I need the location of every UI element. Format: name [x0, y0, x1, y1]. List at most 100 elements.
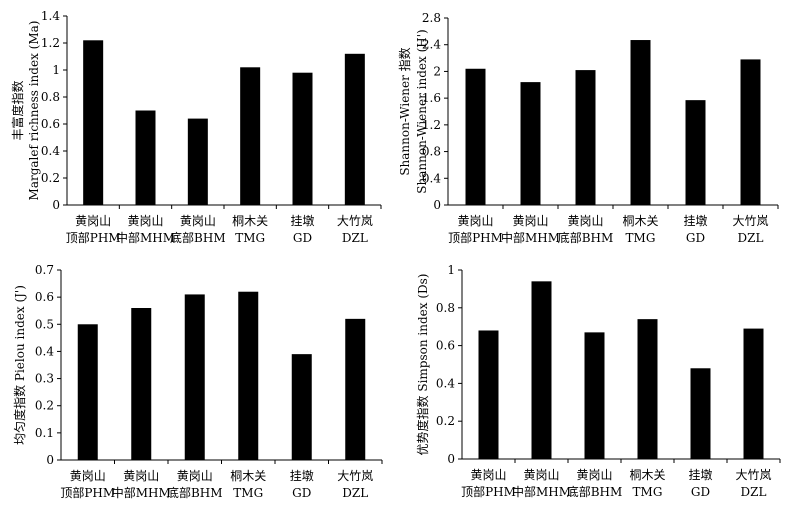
panel-3-ytick-label: 0.1	[35, 426, 54, 440]
panel-2-ylabel-line-1: Shannon-Wiener 指数	[397, 47, 412, 175]
panel-3-category-label: 黄岗山	[123, 469, 159, 483]
panel-1-category-label: 黄岗山	[127, 214, 163, 228]
panel-3-bar	[184, 294, 205, 460]
panel-1-category-label: GD	[293, 231, 312, 245]
panel-4-ytick-label: 0.8	[436, 301, 455, 315]
panel-2-category-label: 黄岗山	[512, 214, 548, 228]
panel-4-category-label: 中部MHM	[512, 484, 571, 499]
panel-4-category-label: 黄岗山	[576, 468, 612, 482]
panel-3-ylabel-line-1: 均匀度指数 Pielou index (J')	[12, 285, 27, 445]
panel-4-bar	[690, 368, 711, 459]
panel-1-bar	[292, 72, 313, 205]
panel-1-ytick-label: 0.4	[41, 144, 60, 158]
panel-1-ytick-label: 0.2	[41, 171, 60, 185]
panel-3-category-label: 桐木关	[230, 469, 266, 483]
panel-2-category-label: GD	[686, 231, 705, 245]
panel-2-ytick-label: 0	[433, 198, 441, 212]
panel-4-category-label: 桐木关	[629, 468, 665, 482]
panel-1-category-label: 黄岗山	[75, 214, 111, 228]
panel-1-bar	[135, 110, 156, 205]
panel-1-category-label: 挂墩	[290, 214, 314, 228]
panel-2-ylabel-line-2: Shannon-Wiener index (H')	[415, 29, 429, 193]
panel-1-ytick-label: 1	[52, 63, 60, 77]
panel-1-bar	[240, 67, 261, 205]
panel-3-ytick-label: 0.7	[35, 263, 54, 277]
panel-1-bar	[187, 118, 208, 205]
panel-2-bar	[575, 70, 596, 205]
panel-2-bar	[685, 100, 706, 205]
panel-3-ytick-label: 0.6	[35, 290, 54, 304]
panel-1-ytick-label: 1.2	[41, 36, 60, 50]
panel-2-category-label: 桐木关	[622, 214, 658, 228]
panel-3-bar	[345, 318, 366, 460]
panel-4-category-label: GD	[691, 485, 710, 499]
panel-1-bar	[83, 40, 104, 205]
panel-2-ytick-label: 2	[433, 64, 441, 78]
panel-2-ytick-label: 1.6	[422, 91, 441, 105]
panel-3-ytick-label: 0.2	[35, 399, 54, 413]
panel-4-category-label: TMG	[633, 485, 663, 499]
panel-4-category-label: 挂墩	[688, 468, 712, 482]
panel-2-category-label: 底部BHM	[558, 230, 614, 245]
panel-4-ylabel-line-1: 优势度指数 Simpson index (Ds)	[415, 274, 430, 456]
panel-2-category-label: 黄岗山	[457, 214, 493, 228]
panel-4-ytick-label: 0	[447, 452, 455, 466]
panel-4-ytick-label: 0.6	[436, 339, 455, 353]
panel-3-category-label: 底部BHM	[167, 485, 223, 500]
panel-3-bar	[77, 324, 98, 460]
panel-3-category-label: 大竹岚	[337, 469, 373, 483]
panel-1-category-label: 桐木关	[232, 214, 268, 228]
panel-2-bar	[740, 59, 761, 206]
panel-1-category-label: 底部BHM	[170, 230, 226, 245]
panel-3-category-label: 中部MHM	[112, 485, 171, 500]
panel-3-category-label: 挂墩	[290, 469, 314, 483]
panel-2-category-label: DZL	[738, 231, 764, 245]
panel-4-bar	[584, 332, 605, 459]
panel-1-ytick-label: 1.4	[41, 9, 60, 23]
panel-4-bar	[478, 330, 499, 459]
panel-2-category-label: 顶部PHM	[448, 230, 503, 245]
panel-4-category-label: 黄岗山	[523, 468, 559, 482]
panel-4-category-label: 底部BHM	[567, 484, 623, 499]
panel-2-ytick-label: 1.2	[422, 118, 441, 132]
panel-1-category-label: DZL	[342, 231, 368, 245]
panel-1-category-label: 中部MHM	[116, 230, 175, 245]
panel-3-ytick-label: 0.5	[35, 317, 54, 331]
panel-4-ytick-label: 1	[447, 263, 455, 277]
panel-4-ytick-label: 0.2	[436, 414, 455, 428]
panel-1-category-label: 黄岗山	[180, 214, 216, 228]
panel-3-ytick-label: 0.4	[35, 344, 54, 358]
panel-1-ylabel-line-1: 丰富度指数	[10, 80, 25, 140]
panel-1-category-label: 顶部PHM	[66, 230, 121, 245]
panel-2-ytick-label: 0.8	[422, 145, 441, 159]
panel-3-ytick-label: 0	[46, 453, 54, 467]
panel-1-ytick-label: 0.8	[41, 90, 60, 104]
panel-2-category-label: 中部MHM	[501, 230, 560, 245]
panel-2-ytick-label: 0.4	[422, 171, 441, 185]
panel-4-category-label: DZL	[741, 485, 767, 499]
panel-2-bar	[630, 40, 651, 205]
panel-3-bar	[291, 354, 312, 460]
panel-2-category-label: 大竹岚	[732, 214, 768, 228]
panel-2-bar	[465, 68, 486, 205]
panel-3-category-label: 黄岗山	[177, 469, 213, 483]
panel-4-ytick-label: 0.4	[436, 376, 455, 390]
panel-2-bar	[520, 82, 541, 205]
panel-2-ytick-label: 2.8	[422, 11, 441, 25]
panel-4-bar	[531, 281, 552, 459]
panel-4-bar	[637, 319, 658, 459]
panel-4-bar	[743, 328, 764, 459]
panel-2-category-label: 挂墩	[683, 214, 707, 228]
panel-2-category-label: TMG	[626, 231, 656, 245]
panel-1-category-label: TMG	[235, 231, 265, 245]
panel-3-bar	[238, 291, 259, 460]
panel-1-ytick-label: 0.6	[41, 117, 60, 131]
panel-2-category-label: 黄岗山	[567, 214, 603, 228]
panel-1-bar	[344, 53, 365, 205]
panel-3-category-label: DZL	[342, 486, 368, 500]
panel-3-ytick-label: 0.3	[35, 372, 54, 386]
panel-3-category-label: GD	[292, 486, 311, 500]
panel-1-ylabel-line-2: Margalef richness index (Ma)	[27, 21, 41, 201]
panel-3-bar	[131, 308, 152, 460]
